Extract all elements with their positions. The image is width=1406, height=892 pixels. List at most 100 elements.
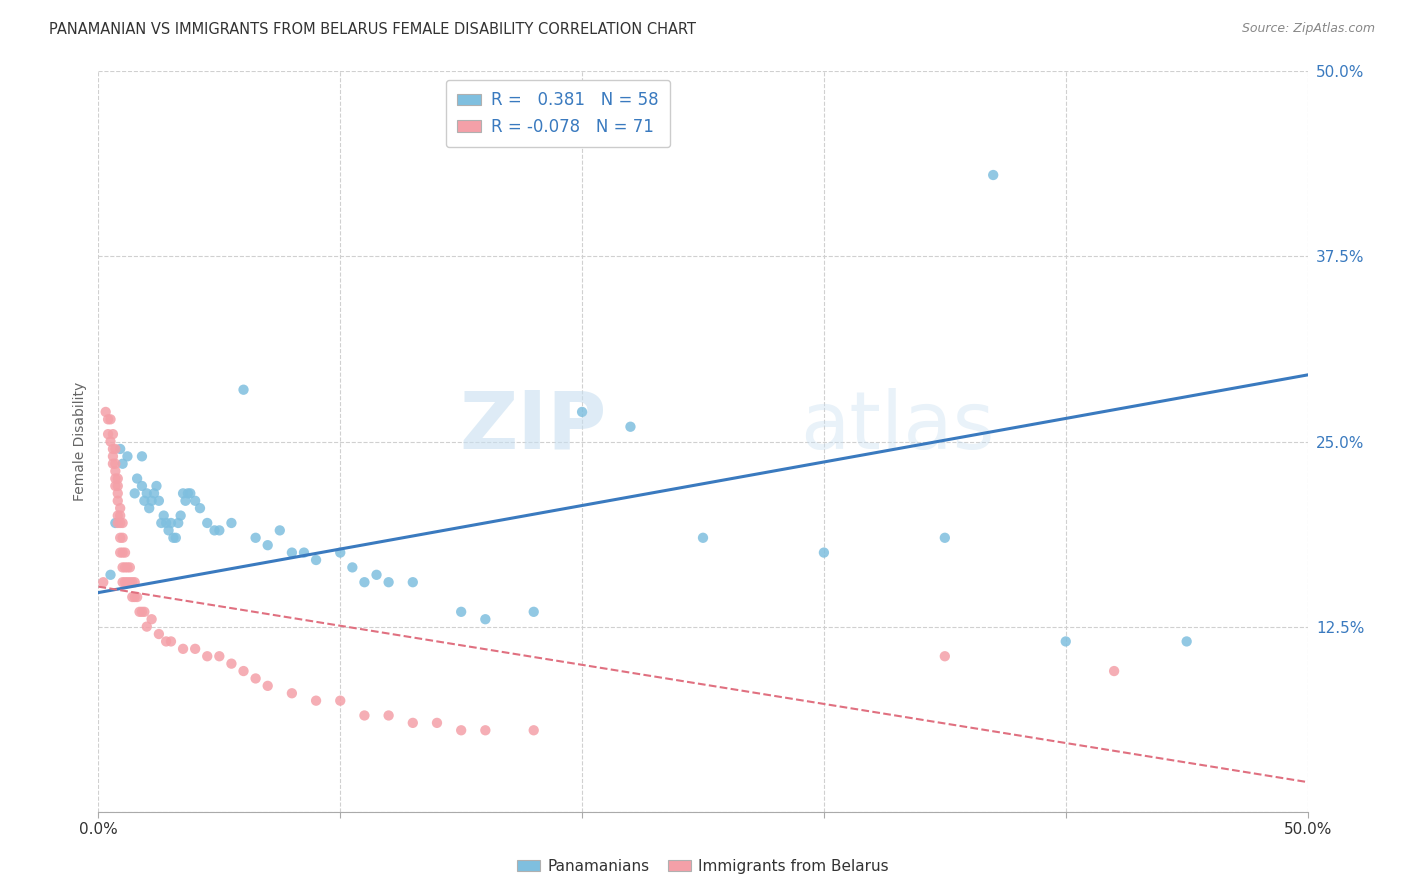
Point <box>934 649 956 664</box>
Point <box>127 471 149 485</box>
Point <box>172 641 194 656</box>
Point <box>141 612 163 626</box>
Point <box>208 524 231 538</box>
Point <box>135 486 157 500</box>
Point <box>128 605 150 619</box>
Point <box>107 508 129 523</box>
Point <box>474 612 496 626</box>
Point <box>107 493 129 508</box>
Point <box>305 553 328 567</box>
Point <box>101 427 124 442</box>
Point <box>131 479 153 493</box>
Point <box>1054 634 1077 648</box>
Point <box>377 575 399 590</box>
Point <box>148 627 170 641</box>
Point <box>232 383 254 397</box>
Point <box>118 560 141 574</box>
Point <box>281 686 304 700</box>
Point <box>366 567 388 582</box>
Point <box>97 412 120 426</box>
Point <box>353 708 375 723</box>
Point <box>221 657 243 671</box>
Point <box>104 442 127 456</box>
Point <box>94 405 117 419</box>
Point <box>124 590 146 604</box>
Point <box>177 486 200 500</box>
Point <box>329 546 352 560</box>
Point <box>131 605 153 619</box>
Point <box>141 493 163 508</box>
Point <box>114 546 136 560</box>
Point <box>188 501 211 516</box>
Point <box>269 524 291 538</box>
Point <box>184 493 207 508</box>
Point <box>108 501 131 516</box>
Point <box>152 508 174 523</box>
Point <box>150 516 173 530</box>
Point <box>107 486 129 500</box>
Point <box>114 575 136 590</box>
Point <box>160 516 183 530</box>
Point <box>571 405 593 419</box>
Text: PANAMANIAN VS IMMIGRANTS FROM BELARUS FEMALE DISABILITY CORRELATION CHART: PANAMANIAN VS IMMIGRANTS FROM BELARUS FE… <box>49 22 696 37</box>
Point <box>1102 664 1125 678</box>
Point <box>169 508 191 523</box>
Point <box>195 516 218 530</box>
Point <box>121 590 143 604</box>
Point <box>402 715 425 730</box>
Point <box>934 531 956 545</box>
Point <box>172 486 194 500</box>
Point <box>107 471 129 485</box>
Point <box>117 450 139 464</box>
Point <box>474 723 496 738</box>
Point <box>813 546 835 560</box>
Point <box>167 516 190 530</box>
Point <box>981 168 1004 182</box>
Point <box>100 567 122 582</box>
Point <box>143 486 166 500</box>
Point <box>104 516 127 530</box>
Point <box>305 694 328 708</box>
Point <box>450 723 472 738</box>
Text: ZIP: ZIP <box>458 388 606 466</box>
Point <box>101 442 124 456</box>
Point <box>426 715 449 730</box>
Point <box>157 524 180 538</box>
Point <box>111 531 134 545</box>
Point <box>353 575 375 590</box>
Point <box>124 486 146 500</box>
Point <box>184 641 207 656</box>
Point <box>111 546 134 560</box>
Point <box>138 501 160 516</box>
Point <box>91 575 114 590</box>
Text: atlas: atlas <box>800 388 994 466</box>
Point <box>100 434 122 449</box>
Point <box>104 471 127 485</box>
Point <box>104 457 127 471</box>
Point <box>101 450 124 464</box>
Point <box>155 634 177 648</box>
Point <box>104 464 127 478</box>
Point <box>523 605 546 619</box>
Point <box>155 516 177 530</box>
Point <box>377 708 399 723</box>
Point <box>108 546 131 560</box>
Point <box>174 493 197 508</box>
Legend: R =   0.381   N = 58, R = -0.078   N = 71: R = 0.381 N = 58, R = -0.078 N = 71 <box>446 79 671 147</box>
Point <box>221 516 243 530</box>
Point <box>111 516 134 530</box>
Point <box>148 493 170 508</box>
Point <box>108 516 131 530</box>
Point <box>124 575 146 590</box>
Point <box>145 479 167 493</box>
Point <box>1175 634 1198 648</box>
Point <box>245 672 267 686</box>
Point <box>523 723 546 738</box>
Point <box>281 546 304 560</box>
Point <box>117 560 139 574</box>
Point <box>692 531 714 545</box>
Point <box>100 412 122 426</box>
Text: Source: ZipAtlas.com: Source: ZipAtlas.com <box>1241 22 1375 36</box>
Point <box>232 664 254 678</box>
Point <box>118 575 141 590</box>
